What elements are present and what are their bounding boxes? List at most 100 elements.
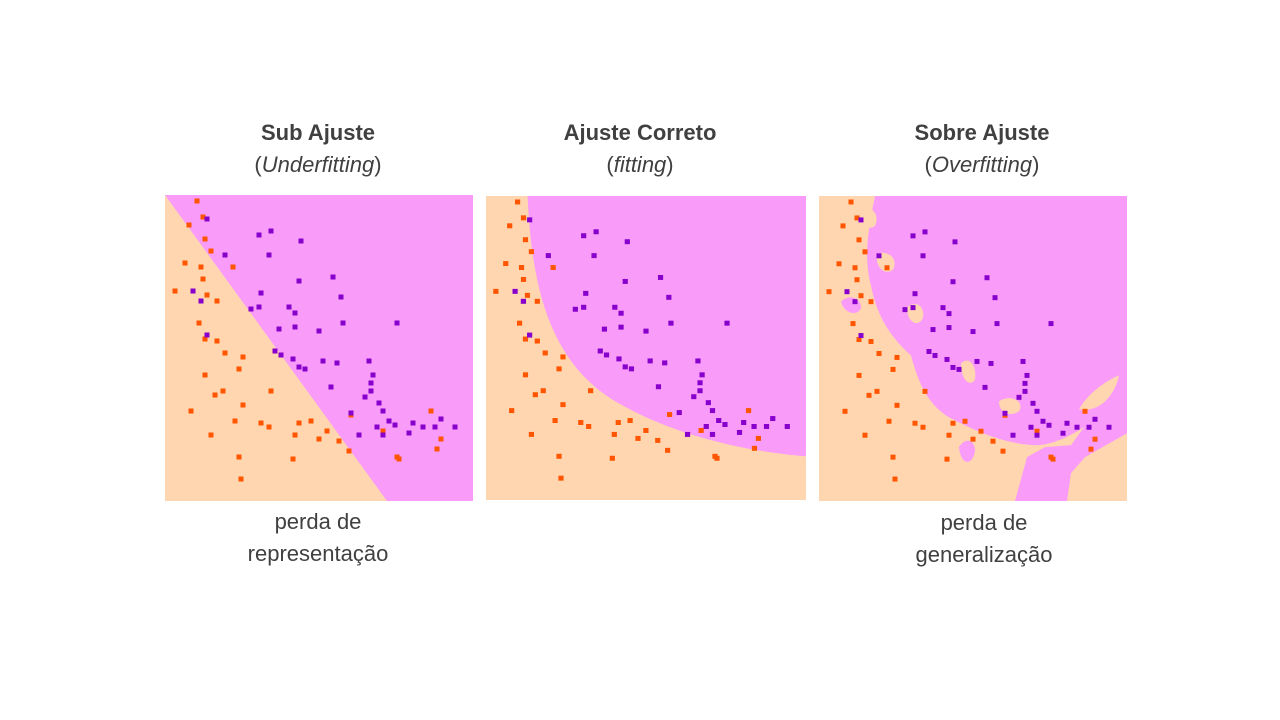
point-class-a-9 (204, 292, 210, 298)
point-class-b-44 (858, 333, 864, 339)
point-class-b-14 (994, 321, 1000, 327)
point-class-a-2 (507, 223, 513, 229)
point-class-b-1 (222, 252, 228, 258)
point-class-b-3 (593, 229, 599, 235)
region-class-b (527, 196, 806, 457)
point-class-a-28 (950, 420, 956, 426)
point-class-a-25 (586, 424, 592, 429)
point-class-b-42 (852, 299, 858, 305)
point-class-a-23 (509, 408, 515, 414)
plot-underfitting (165, 195, 473, 501)
point-class-b-29 (709, 408, 716, 414)
point-class-b-0 (858, 217, 864, 223)
point-class-b-12 (946, 311, 952, 317)
point-class-b-12 (292, 310, 298, 316)
point-class-b-30 (676, 410, 682, 416)
point-class-b-15 (316, 328, 322, 334)
point-class-b-1 (545, 253, 551, 259)
point-class-b-14 (340, 320, 346, 326)
island-class-a-7 (858, 207, 877, 228)
point-class-a-2 (186, 222, 192, 228)
point-class-b-46 (902, 307, 908, 313)
point-class-a-13 (534, 338, 540, 344)
point-class-b-21 (974, 358, 980, 364)
point-class-b-23 (366, 358, 372, 364)
point-class-a-29 (946, 432, 952, 438)
point-class-a-40 (698, 427, 704, 433)
point-class-b-40 (438, 416, 444, 422)
point-class-b-40 (770, 416, 776, 422)
title-overfitting: Sobre Ajuste (914, 120, 1050, 145)
point-class-a-16 (560, 354, 566, 360)
point-class-a-30 (627, 418, 633, 424)
point-class-a-10 (550, 265, 556, 271)
point-class-b-13 (618, 324, 624, 330)
point-class-b-0 (204, 216, 210, 222)
subtitle-fitting: (fitting) (606, 152, 674, 177)
point-class-a-35 (609, 455, 615, 461)
point-class-b-24 (370, 372, 376, 378)
point-class-b-45 (601, 326, 608, 332)
point-class-b-30 (1002, 410, 1008, 416)
point-class-b-36 (380, 432, 386, 438)
point-class-a-31 (970, 436, 976, 442)
point-class-a-5 (836, 261, 842, 267)
point-class-b-35 (1046, 422, 1052, 428)
point-class-a-0 (848, 199, 854, 205)
point-class-a-24 (552, 418, 558, 424)
caption-overfitting: perda de generalização (834, 507, 1134, 571)
point-class-b-31 (724, 320, 730, 326)
point-class-a-24 (886, 418, 892, 424)
point-class-b-12 (618, 310, 624, 316)
panel-title-fitting: Ajuste Correto (fitting) (490, 117, 790, 181)
point-class-a-2 (840, 223, 846, 229)
point-class-a-14 (202, 336, 208, 342)
point-class-a-38 (396, 456, 402, 462)
point-class-a-32 (978, 428, 984, 434)
point-class-b-0 (527, 217, 533, 223)
point-class-a-4 (862, 249, 868, 255)
point-class-b-29 (380, 408, 386, 414)
point-class-b-21 (320, 358, 326, 364)
point-class-b-48 (741, 420, 747, 425)
point-class-a-17 (890, 366, 896, 372)
point-class-a-6 (852, 265, 858, 271)
point-class-b-38 (751, 424, 757, 429)
point-class-b-27 (691, 394, 697, 400)
point-class-a-26 (528, 431, 534, 437)
point-class-a-1 (520, 215, 527, 221)
point-class-b-48 (410, 420, 416, 426)
point-class-a-3 (522, 237, 529, 243)
point-class-a-41 (1092, 436, 1098, 442)
point-class-a-43 (558, 475, 564, 481)
point-class-b-20 (956, 366, 962, 372)
point-class-b-26 (328, 384, 334, 390)
point-class-a-6 (198, 264, 204, 270)
point-class-b-28 (376, 400, 382, 406)
point-class-b-31 (394, 320, 400, 326)
point-class-a-19 (874, 388, 880, 394)
title-underfitting: Sub Ajuste (260, 120, 376, 145)
point-class-a-42 (751, 445, 758, 451)
point-class-b-38 (420, 424, 426, 430)
point-class-a-44 (666, 412, 673, 418)
point-class-a-14 (522, 336, 529, 342)
point-class-a-27 (578, 420, 584, 425)
point-class-b-16 (278, 352, 284, 358)
point-class-a-18 (856, 372, 862, 378)
point-class-b-2 (256, 232, 262, 238)
point-class-a-34 (665, 447, 671, 453)
point-class-a-39 (428, 408, 434, 414)
island-class-a-5 (1079, 375, 1119, 410)
point-class-b-43 (844, 289, 850, 295)
point-class-b-11 (910, 305, 916, 311)
point-class-b-34 (374, 424, 380, 430)
point-class-a-39 (1082, 408, 1088, 414)
point-class-a-14 (856, 337, 862, 343)
point-class-b-47 (716, 418, 722, 424)
caption-underfitting: perda de representação (168, 506, 468, 570)
point-class-a-33 (990, 438, 996, 444)
point-class-a-20 (532, 392, 538, 398)
point-class-b-18 (597, 348, 603, 354)
point-class-b-7 (258, 290, 264, 296)
